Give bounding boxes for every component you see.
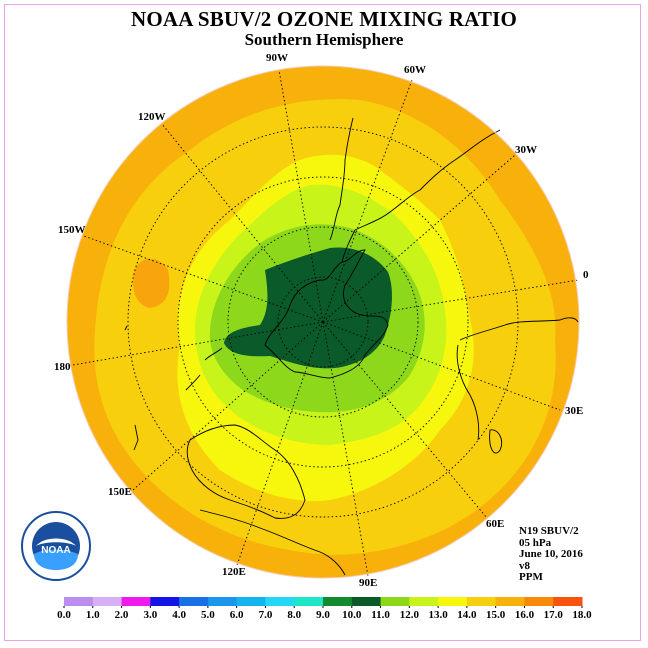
info-pressure: 05 hPa	[519, 536, 552, 549]
australia-coast	[186, 424, 306, 519]
info-units: PPM	[519, 571, 543, 583]
info-satellite: N19 SBUV/2	[519, 525, 579, 537]
info-version: v8	[519, 559, 530, 572]
longitude-labels: 90W 60W 120W 30W 150W 0 180 30E 150E 60E 120E 90E	[54, 52, 589, 589]
coastlines	[124, 117, 579, 576]
map-border	[66, 65, 580, 579]
graticule	[66, 69, 579, 577]
island-coast-1	[124, 325, 128, 331]
lon-label-60w: 60W	[404, 64, 426, 76]
antarctica-coast	[264, 249, 389, 379]
lon-label-180: 180	[54, 361, 71, 373]
south-america-coast	[329, 117, 501, 241]
info-block: N19 SBUV/2 05 hPa June 10, 2016 v8 PPM	[519, 525, 639, 584]
noaa-logo: NOAA	[21, 511, 91, 581]
lon-label-60e: 60E	[486, 518, 504, 530]
africa-coast	[456, 317, 579, 441]
map-subtitle: Southern Hemisphere	[244, 30, 404, 49]
map-title: NOAA SBUV/2 OZONE MIXING RATIO	[131, 7, 517, 31]
ozone-field	[67, 66, 579, 578]
lon-label-30e: 30E	[565, 405, 583, 417]
ozone-blob-150w	[133, 258, 170, 308]
lon-label-150e: 150E	[108, 486, 132, 498]
lon-label-120w: 120W	[138, 111, 166, 123]
noaa-logo-text: NOAA	[41, 545, 70, 556]
new-zealand-coast	[185, 347, 223, 391]
lon-label-30w: 30W	[515, 144, 537, 156]
lon-label-150w: 150W	[58, 224, 86, 236]
lon-label-90w: 90W	[266, 52, 288, 64]
antarctic-peninsula-coast	[341, 229, 356, 263]
lon-label-0: 0	[583, 269, 589, 281]
lon-label-120e: 120E	[222, 566, 246, 578]
madagascar-coast	[489, 429, 503, 454]
info-date: June 10, 2016	[519, 548, 583, 560]
indonesia-coast	[199, 509, 346, 576]
island-coast-2	[133, 424, 139, 451]
lon-label-90e: 90E	[359, 577, 377, 589]
